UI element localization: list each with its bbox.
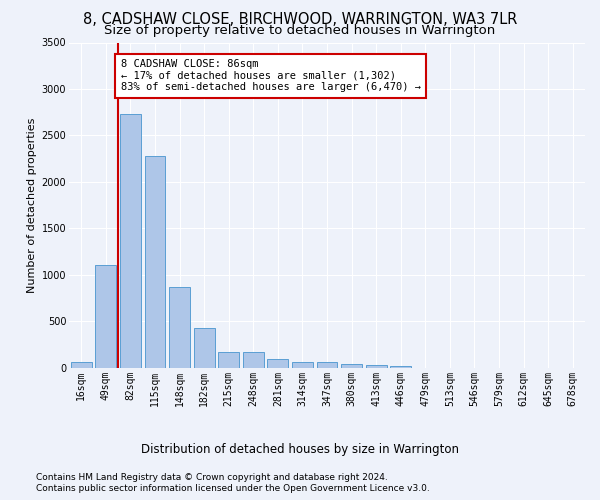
Bar bbox=[390, 366, 411, 368]
Bar bbox=[243, 352, 264, 368]
Bar bbox=[268, 359, 289, 368]
Bar bbox=[365, 364, 386, 368]
Text: 8 CADSHAW CLOSE: 86sqm
← 17% of detached houses are smaller (1,302)
83% of semi-: 8 CADSHAW CLOSE: 86sqm ← 17% of detached… bbox=[121, 59, 421, 92]
Bar bbox=[95, 266, 116, 368]
Text: 8, CADSHAW CLOSE, BIRCHWOOD, WARRINGTON, WA3 7LR: 8, CADSHAW CLOSE, BIRCHWOOD, WARRINGTON,… bbox=[83, 12, 517, 28]
Text: Distribution of detached houses by size in Warrington: Distribution of detached houses by size … bbox=[141, 442, 459, 456]
Bar bbox=[71, 362, 92, 368]
Text: Contains HM Land Registry data © Crown copyright and database right 2024.: Contains HM Land Registry data © Crown c… bbox=[36, 472, 388, 482]
Text: Contains public sector information licensed under the Open Government Licence v3: Contains public sector information licen… bbox=[36, 484, 430, 493]
Bar bbox=[145, 156, 166, 368]
Bar bbox=[194, 328, 215, 368]
Bar bbox=[341, 364, 362, 368]
Bar bbox=[317, 362, 337, 368]
Text: Size of property relative to detached houses in Warrington: Size of property relative to detached ho… bbox=[104, 24, 496, 37]
Y-axis label: Number of detached properties: Number of detached properties bbox=[28, 118, 37, 292]
Bar bbox=[169, 286, 190, 368]
Bar bbox=[218, 352, 239, 368]
Bar bbox=[120, 114, 141, 368]
Bar bbox=[292, 362, 313, 368]
